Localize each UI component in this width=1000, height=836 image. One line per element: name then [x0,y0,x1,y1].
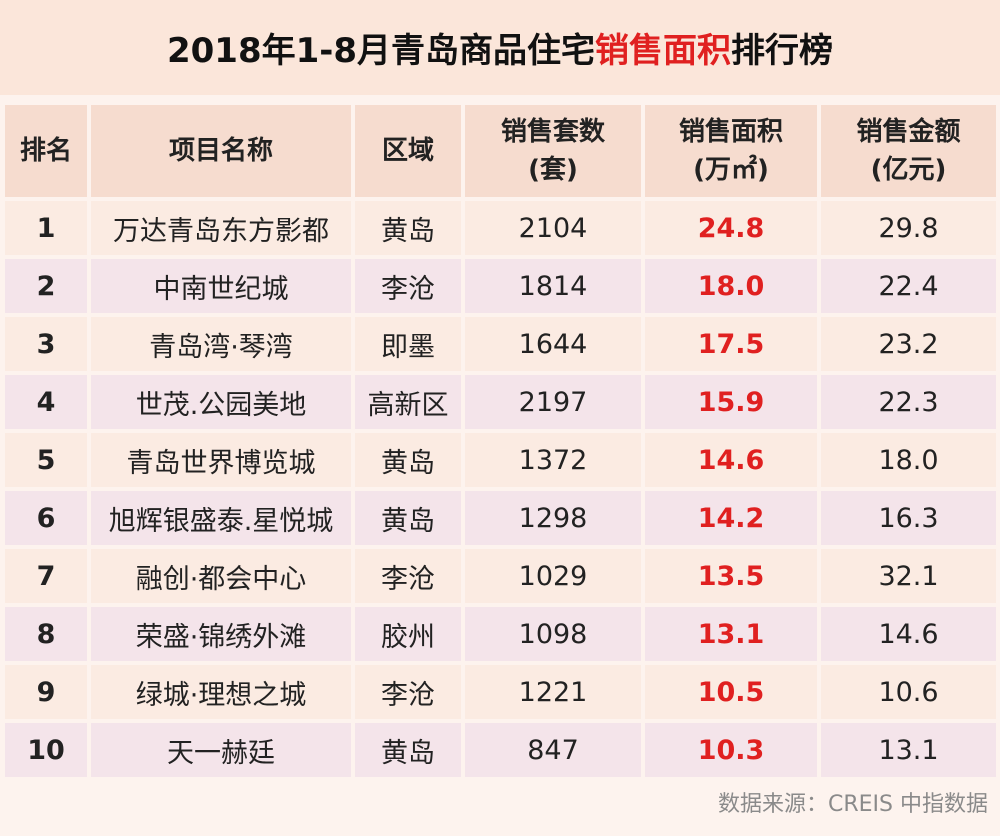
header-text: (万㎡) [693,155,769,185]
table-cell: 融创·都会中心 [91,549,351,603]
title-highlight: 销售面积 [595,31,732,71]
table-cell: 13.1 [821,723,996,777]
table-cell: 5 [5,433,87,487]
table-cell: 847 [465,723,641,777]
header-text: 排名 [19,136,72,166]
table-cell: 23.2 [821,317,996,371]
table-cell: 29.8 [821,201,996,255]
table-cell: 10.3 [645,723,817,777]
table-cell: 世茂.公园美地 [91,375,351,429]
table-cell: 18.0 [821,433,996,487]
table-cell: 黄岛 [355,433,461,487]
table-cell: 22.3 [821,375,996,429]
table-cell: 17.5 [645,317,817,371]
table-cell: 1298 [465,491,641,545]
table-cell: 黄岛 [355,491,461,545]
table-cell: 1098 [465,607,641,661]
table-cell: 9 [5,665,87,719]
ranking-table: 排名 项目名称 区域 销售套数 (套) 销售面积 (万㎡) 销售金额 (亿元) 1 万达青岛东方影都… [5,105,996,777]
header-cell: 排名 [5,105,87,197]
table-cell: 天一赫廷 [91,723,351,777]
header-cell: 销售套数 (套) [465,105,641,197]
table-cell: 14.2 [645,491,817,545]
table-cell: 14.6 [821,607,996,661]
table-cell: 李沧 [355,665,461,719]
table-cell: 10 [5,723,87,777]
table-cell: 13.5 [645,549,817,603]
table-cell: 1814 [465,259,641,313]
table-cell: 绿城·理想之城 [91,665,351,719]
header-text: 项目名称 [168,136,273,166]
header-cell: 销售金额 (亿元) [821,105,996,197]
header-cell: 项目名称 [91,105,351,197]
table-cell: 10.6 [821,665,996,719]
table-cell: 2197 [465,375,641,429]
table-cell: 24.8 [645,201,817,255]
table-cell: 1221 [465,665,641,719]
header-cell: 销售面积 (万㎡) [645,105,817,197]
table-cell: 旭辉银盛泰.星悦城 [91,491,351,545]
table-cell: 7 [5,549,87,603]
table-cell: 2104 [465,201,641,255]
table-cell: 1 [5,201,87,255]
table-cell: 6 [5,491,87,545]
table-cell: 2 [5,259,87,313]
table-cell: 1372 [465,433,641,487]
header-text: 销售套数 [500,117,605,147]
table-cell: 16.3 [821,491,996,545]
header-text: 区域 [381,136,434,166]
table-cell: 18.0 [645,259,817,313]
table-cell: 8 [5,607,87,661]
table-cell: 胶州 [355,607,461,661]
title: 2018年1-8月青岛商品住宅 销售面积 排行榜 [0,0,1000,95]
table-cell: 青岛湾·琴湾 [91,317,351,371]
table-cell: 14.6 [645,433,817,487]
table-cell: 10.5 [645,665,817,719]
table-cell: 黄岛 [355,201,461,255]
table-cell: 32.1 [821,549,996,603]
table-cell: 黄岛 [355,723,461,777]
table-cell: 青岛世界博览城 [91,433,351,487]
table-cell: 13.1 [645,607,817,661]
source-note: 数据来源：CREIS 中指数据 [718,792,988,817]
table-cell: 李沧 [355,259,461,313]
header-cell: 区域 [355,105,461,197]
table-cell: 荣盛·锦绣外滩 [91,607,351,661]
title-prefix: 2018年1-8月青岛商品住宅 [166,31,596,71]
table-cell: 3 [5,317,87,371]
table-cell: 15.9 [645,375,817,429]
header-text: 销售面积 [678,117,783,147]
table-cell: 李沧 [355,549,461,603]
table-cell: 1644 [465,317,641,371]
header-text: (套) [528,155,578,185]
table-cell: 高新区 [355,375,461,429]
title-suffix: 排行榜 [731,31,834,71]
table-cell: 即墨 [355,317,461,371]
header-text: 销售金额 [856,117,961,147]
table-cell: 万达青岛东方影都 [91,201,351,255]
table-cell: 1029 [465,549,641,603]
header-text: (亿元) [870,155,947,185]
table-cell: 22.4 [821,259,996,313]
table-cell: 4 [5,375,87,429]
table-cell: 中南世纪城 [91,259,351,313]
